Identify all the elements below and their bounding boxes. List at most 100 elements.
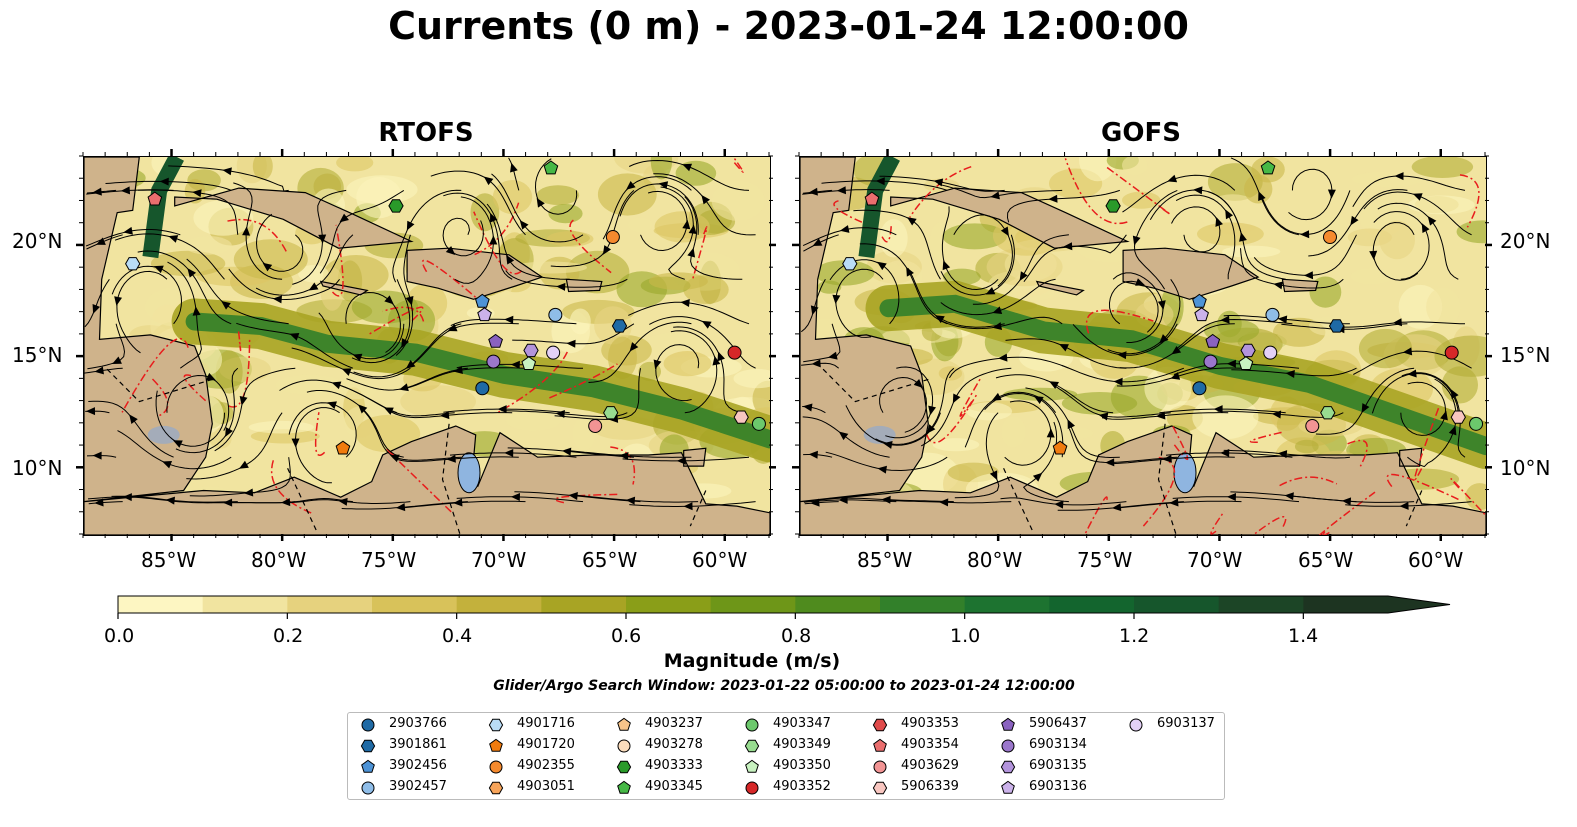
- rtofs-float-4901720: [335, 440, 351, 455]
- rtofs-streamline: [512, 323, 635, 345]
- rtofs-streamline: [619, 183, 699, 235]
- rtofs-stream-arrow: [92, 303, 101, 314]
- rtofs-eez-line: [554, 493, 618, 504]
- rtofs-streamline: [395, 234, 414, 356]
- rtofs-speed-blob: [355, 414, 421, 453]
- rtofs-stream-arrow: [406, 220, 415, 231]
- rtofs-stream-arrow: [291, 438, 300, 448]
- colorbar-outline: [117, 595, 1451, 614]
- rtofs-eez-line: [382, 306, 425, 322]
- gofs-stream-arrow: [811, 359, 821, 368]
- gofs-stream-arrow: [838, 431, 849, 441]
- gofs-stream-arrow: [1421, 223, 1430, 233]
- rtofs-float-4901716: [125, 257, 141, 271]
- gofs-ylabel-15n: 15°N: [1500, 343, 1551, 367]
- gofs-streamline: [920, 367, 1012, 447]
- rtofs-xlabel-75w: 75°W: [361, 548, 417, 572]
- gofs-streamline: [938, 183, 1063, 199]
- legend-marker-hexagon: [616, 760, 632, 774]
- gofs-stream-arrow: [1167, 174, 1178, 183]
- rtofs-streamline: [87, 323, 126, 370]
- rtofs-country-border: [441, 423, 461, 535]
- rtofs-eez-line: [610, 446, 636, 485]
- rtofs-streamline: [88, 501, 123, 505]
- rtofs-eez-line: [691, 226, 708, 281]
- legend-marker-circle: [1129, 718, 1143, 732]
- gofs-streamline: [1371, 372, 1459, 414]
- rtofs-streamline: [226, 497, 353, 504]
- rtofs-stream-arrow: [717, 351, 725, 362]
- gofs-stream-arrow: [836, 186, 847, 195]
- rtofs-stream-arrow: [153, 265, 164, 274]
- rtofs-stream-arrow: [680, 299, 690, 307]
- rtofs-stream-arrow: [112, 356, 122, 365]
- gofs-stream-arrow: [1300, 230, 1310, 239]
- gofs-streamline: [1287, 495, 1415, 503]
- gofs-streamline: [984, 392, 1064, 458]
- gofs-eez-line: [1318, 491, 1376, 535]
- legend-label: 4903278: [645, 737, 703, 752]
- gofs-stream-arrow: [1169, 498, 1179, 507]
- gofs-eez-line: [880, 226, 892, 243]
- colorbar-segment: [372, 596, 458, 613]
- rtofs-speed-blob: [334, 379, 377, 400]
- gofs-stream-arrow: [1271, 410, 1282, 419]
- gofs-stream-arrow: [1019, 271, 1028, 281]
- gofs-float-5906437: [1205, 333, 1221, 348]
- gofs-speed-blob: [966, 402, 1013, 421]
- legend-marker: [1000, 760, 1016, 774]
- legend-marker-hexagon: [872, 718, 888, 732]
- rtofs-xlabel-85w: 85°W: [141, 548, 197, 572]
- rtofs-stream-arrow: [192, 189, 202, 198]
- gofs-eez-line: [1083, 496, 1108, 535]
- rtofs-country-border: [105, 367, 213, 403]
- rtofs-float-3901861: [611, 319, 628, 333]
- gofs-stream-arrow: [1412, 193, 1423, 201]
- legend-marker-pentagon: [1001, 780, 1015, 794]
- rtofs-speed-blob: [627, 217, 653, 233]
- gofs-speed-blob: [1465, 483, 1486, 511]
- rtofs-streamline: [346, 367, 468, 391]
- rtofs-streamline: [508, 157, 520, 191]
- rtofs-ylabel-10n: 10°N: [12, 456, 63, 480]
- gofs-eez-line: [909, 165, 972, 218]
- rtofs-stream-arrow: [483, 176, 494, 186]
- gofs-streamline: [803, 323, 841, 363]
- rtofs-country-border: [287, 468, 317, 531]
- gofs-eez-line: [1347, 439, 1368, 467]
- rtofs-float-4903349: [603, 406, 619, 420]
- gofs-float-6903134: [1203, 354, 1218, 369]
- legend-label: 3902456: [389, 758, 447, 773]
- gofs-streamline: [835, 268, 884, 338]
- rtofs-float-6903136: [477, 307, 492, 322]
- gofs-land: [800, 157, 1486, 535]
- legend-marker: [872, 781, 888, 795]
- gofs-stream-arrow: [1054, 500, 1064, 509]
- rtofs-speed-blob: [608, 336, 637, 379]
- legend-marker-circle: [361, 781, 375, 795]
- colorbar-segment: [541, 596, 627, 613]
- gofs-stream-arrow: [1111, 503, 1122, 512]
- rtofs-streamline: [450, 318, 577, 327]
- rtofs-streamline: [456, 496, 584, 503]
- gofs-stream-arrow: [1067, 419, 1076, 430]
- rtofs-speed-blob: [346, 175, 418, 204]
- rtofs-eez-line: [314, 412, 326, 456]
- rtofs-float-5906437: [488, 333, 503, 348]
- rtofs-country-border: [689, 490, 707, 527]
- gofs-streamline: [879, 175, 1005, 192]
- gofs-streamline: [941, 206, 999, 291]
- rtofs-streamline: [534, 158, 578, 215]
- legend-label: 4901720: [517, 737, 575, 752]
- gofs-stream-arrow: [991, 392, 1002, 401]
- rtofs-stream-arrow: [701, 194, 710, 205]
- gofs-speed-blob: [1407, 195, 1475, 215]
- rtofs-streamline: [87, 496, 181, 503]
- rtofs-stream-arrow: [510, 162, 518, 173]
- gofs-streamline: [1230, 157, 1300, 236]
- rtofs-float-5906339: [733, 410, 749, 424]
- legend-marker-hexagon: [360, 739, 376, 753]
- rtofs-stream-arrow: [339, 213, 349, 223]
- legend-label: 4901716: [517, 716, 575, 731]
- gofs-map: [799, 156, 1487, 536]
